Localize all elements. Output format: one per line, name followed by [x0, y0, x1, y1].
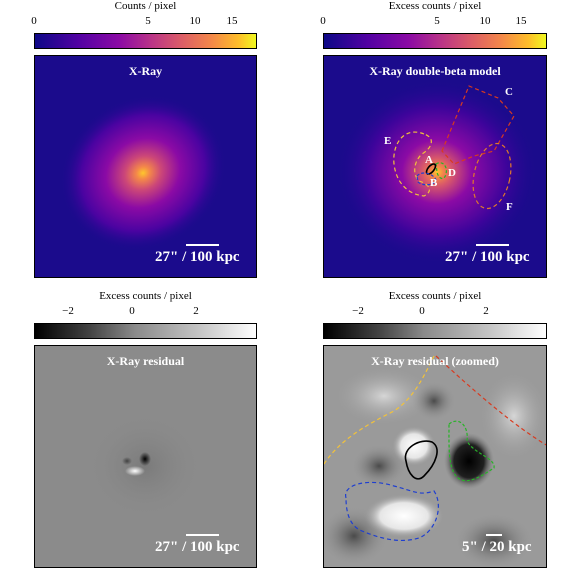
colorbar-tick: 0: [320, 15, 326, 27]
region-f-contour: [472, 142, 512, 210]
colorbar-tick: 2: [483, 305, 489, 317]
region-label-b: B: [430, 177, 438, 189]
panel-title: X-Ray double-beta model: [369, 64, 501, 78]
colorbar-gray: [323, 323, 547, 339]
xray-image: X-Ray 27" / 100 kpc: [34, 55, 257, 278]
colorbar-tick: 15: [226, 15, 238, 27]
colorbar-label: Excess counts / pixel: [388, 290, 482, 302]
scale-bar: [186, 244, 219, 246]
colorbar-plasma: [323, 33, 547, 49]
colorbar-tick: 0: [419, 305, 425, 317]
colorbar-tick: 0: [31, 15, 37, 27]
region-d-contour: [448, 420, 495, 482]
region-e-contour: [393, 131, 432, 197]
region-label-e: E: [384, 135, 391, 147]
colorbar-plasma: [34, 33, 257, 49]
region-b-contour: [345, 481, 439, 542]
region-label-d: D: [448, 167, 456, 179]
scale-bar: [486, 534, 502, 536]
scale-label: 27" / 100 kpc: [155, 249, 240, 265]
colorbar-tick: 2: [193, 305, 199, 317]
colorbar-tick: 5: [434, 15, 440, 27]
panel-title: X-Ray: [128, 64, 163, 78]
colorbar-tick: 15: [515, 15, 527, 27]
residual-image: X-Ray residual 27" / 100 kpc: [34, 345, 257, 568]
scale-label: 27" / 100 kpc: [445, 249, 530, 265]
panel-title: X-Ray residual: [106, 354, 185, 368]
region-b-contour: [416, 172, 437, 186]
region-d-contour: [435, 162, 447, 180]
scale-label: 5" / 20 kpc: [462, 539, 532, 555]
region-label-c: C: [505, 86, 513, 98]
residual-zoomed-image: X-Ray residual (zoomed) 5" / 20 kpc: [323, 345, 547, 568]
colorbar-tick: −2: [62, 305, 74, 317]
colorbar-tick: 10: [479, 15, 491, 27]
scale-bar: [186, 534, 219, 536]
panel-title: X-Ray residual (zoomed): [371, 354, 499, 368]
double-beta-image: A B C D E F X-Ray double-beta model 27" …: [323, 55, 547, 278]
colorbar-tick: 10: [189, 15, 201, 27]
colorbar-tick: 0: [129, 305, 135, 317]
colorbar-tick: 5: [145, 15, 151, 27]
scale-label: 27" / 100 kpc: [155, 539, 240, 555]
region-e-contour: [324, 355, 435, 465]
region-label-a: A: [425, 154, 433, 166]
colorbar-label: Excess counts / pixel: [388, 0, 482, 12]
region-label-f: F: [506, 201, 513, 213]
scale-bar: [476, 244, 509, 246]
region-a-contour: [404, 440, 438, 480]
colorbar-label: Excess counts / pixel: [99, 290, 192, 302]
region-c-contour: [435, 355, 546, 446]
colorbar-tick: −2: [352, 305, 364, 317]
colorbar-label: Counts / pixel: [114, 0, 177, 12]
region-c-contour: [441, 85, 515, 165]
colorbar-gray: [34, 323, 257, 339]
